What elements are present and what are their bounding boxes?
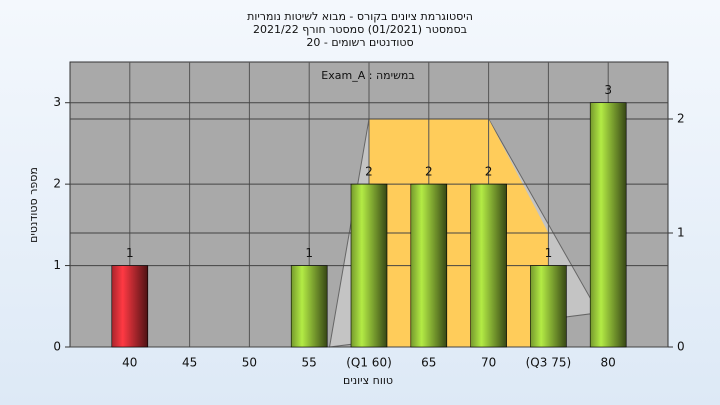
- y-tick-label: 1: [53, 258, 61, 272]
- y-tick-label: 2: [53, 177, 61, 191]
- data-label: 1: [126, 246, 134, 260]
- x-tick-label: 45: [182, 356, 197, 370]
- data-label: 2: [485, 165, 493, 179]
- bar: [350, 183, 388, 348]
- chart-title: היסטוגרמת ציונים בקורס - מבוא לשיטות נומ…: [247, 10, 473, 23]
- data-label: 3: [604, 83, 612, 97]
- y2-tick-label: 0: [677, 340, 685, 354]
- chart-title: סטודנטים רשומים - 20: [306, 36, 413, 49]
- y2-tick-label: 2: [677, 112, 685, 126]
- x-tick-label: 55: [302, 356, 317, 370]
- data-label: 1: [545, 246, 553, 260]
- chart-title: בסמסטר (01/2021) סמסטר חורף 2021/22: [253, 23, 467, 36]
- bar: [470, 183, 507, 348]
- bar: [530, 265, 567, 348]
- y-tick-label: 3: [53, 95, 61, 109]
- x-tick-label: (Q3 75): [526, 356, 572, 370]
- x-tick-label: (Q1 60): [346, 356, 392, 370]
- y2-tick-label: 1: [677, 226, 685, 240]
- bar: [290, 265, 328, 348]
- bar: [410, 183, 448, 348]
- x-tick-label: 80: [601, 356, 616, 370]
- data-label: 2: [425, 165, 433, 179]
- bar: [589, 102, 627, 348]
- data-label: 2: [365, 165, 373, 179]
- x-tick-label: 50: [242, 356, 257, 370]
- x-tick-label: 65: [421, 356, 436, 370]
- data-label: 1: [305, 246, 313, 260]
- y-axis-label: מספר סטודנטים: [27, 167, 40, 243]
- x-tick-label: 70: [481, 356, 496, 370]
- x-tick-label: 40: [122, 356, 137, 370]
- x-axis-label: טווח ציונים: [343, 374, 393, 387]
- bar: [111, 265, 149, 348]
- y-tick-label: 0: [53, 340, 61, 354]
- annotation: במשימה : Exam_A: [321, 69, 414, 82]
